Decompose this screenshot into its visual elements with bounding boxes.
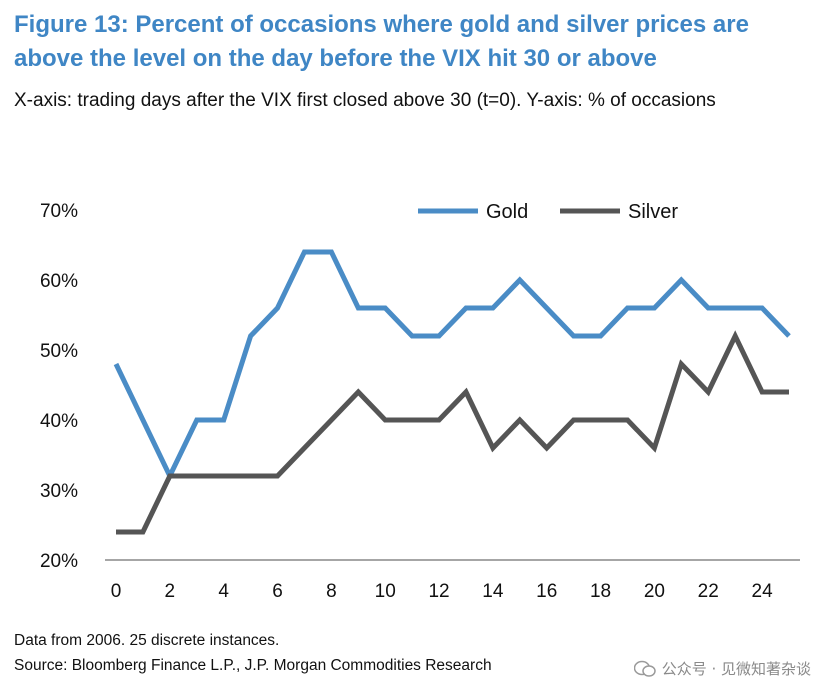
x-tick-label: 22 [698, 581, 719, 602]
line-chart: 20%30%40%50%60%70%0 2 4 6 8 10 12 14 16 18 20 22 24G… [40, 201, 800, 602]
x-tick-label: 24 [752, 581, 774, 602]
chart-title: Figure 13: Percent of occasions where go… [14, 11, 749, 72]
series-line-gold [113, 249, 791, 482]
x-tick-label: 14 [482, 581, 504, 602]
series-line-silver [116, 330, 789, 535]
x-tick-label: 20 [644, 581, 665, 602]
x-tick-label: 0 [111, 581, 122, 602]
x-tick-label: 2 [165, 581, 176, 602]
watermark-text: 公众号 · 见微知著杂谈 [661, 660, 811, 678]
x-tick-label: 8 [326, 581, 337, 602]
y-tick-label: 60% [40, 271, 78, 292]
x-tick-label: 12 [428, 581, 449, 602]
legend-label-silver: Silver [628, 201, 678, 223]
y-tick-label: 40% [40, 411, 78, 432]
y-tick-label: 20% [40, 551, 78, 572]
legend-label-gold: Gold [486, 201, 528, 223]
chart-subtitle: X-axis: trading days after the VIX first… [14, 90, 716, 111]
footnote: Data from 2006. 25 discrete instances. [14, 632, 280, 649]
y-tick-label: 30% [40, 481, 78, 502]
source-note: Source: Bloomberg Finance L.P., J.P. Mor… [14, 657, 492, 674]
x-tick-label: 16 [536, 581, 557, 602]
x-tick-label: 6 [272, 581, 283, 602]
x-tick-label: 4 [218, 581, 229, 602]
watermark: 公众号 · 见微知著杂谈 [633, 658, 811, 679]
wechat-icon [633, 660, 656, 677]
y-tick-label: 50% [40, 341, 78, 362]
x-tick-label: 10 [375, 581, 396, 602]
x-tick-label: 18 [590, 581, 611, 602]
y-tick-label: 70% [40, 201, 78, 222]
